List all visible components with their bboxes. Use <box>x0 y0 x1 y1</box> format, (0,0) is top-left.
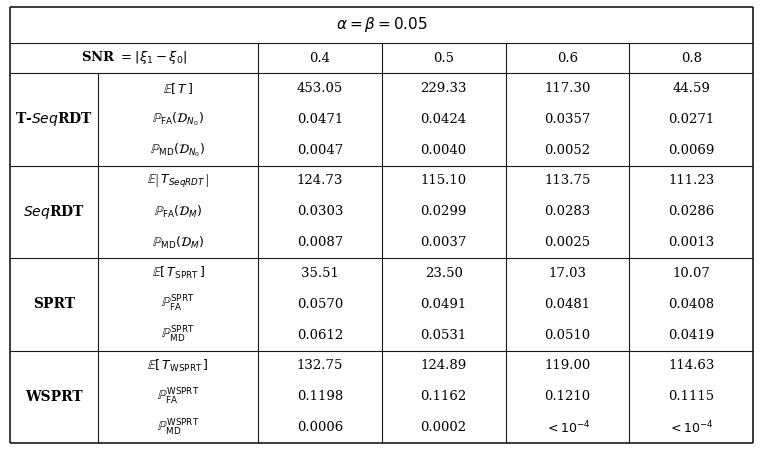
Text: $\mathbb{P}_{\mathrm{FA}}^{\mathrm{WSPRT}}$: $\mathbb{P}_{\mathrm{FA}}^{\mathrm{WSPRT… <box>157 387 199 407</box>
Text: 0.6: 0.6 <box>557 51 578 64</box>
Text: 0.0471: 0.0471 <box>297 113 343 126</box>
Text: 0.0047: 0.0047 <box>297 144 343 157</box>
Text: $< 10^{-4}$: $< 10^{-4}$ <box>668 419 714 436</box>
Text: $\mathbb{P}_{\mathrm{FA}}(\mathcal{D}_{N_0})$: $\mathbb{P}_{\mathrm{FA}}(\mathcal{D}_{N… <box>152 110 204 128</box>
Text: $< 10^{-4}$: $< 10^{-4}$ <box>545 419 591 436</box>
Text: $\mathbb{E}\left[\,T\,\right]$: $\mathbb{E}\left[\,T\,\right]$ <box>163 81 193 96</box>
Text: SNR $= |\xi_1 - \xi_0|$: SNR $= |\xi_1 - \xi_0|$ <box>81 50 187 67</box>
Text: WSPRT: WSPRT <box>25 390 83 404</box>
Text: 124.73: 124.73 <box>297 175 343 187</box>
Text: 0.0299: 0.0299 <box>420 205 467 218</box>
Text: $\mathbb{P}_{\mathrm{MD}}^{\mathrm{WSPRT}}$: $\mathbb{P}_{\mathrm{MD}}^{\mathrm{WSPRT… <box>157 418 199 438</box>
Text: 0.0424: 0.0424 <box>420 113 467 126</box>
Text: 111.23: 111.23 <box>668 175 714 187</box>
Text: 115.10: 115.10 <box>420 175 467 187</box>
Text: 44.59: 44.59 <box>672 82 710 95</box>
Text: 0.0087: 0.0087 <box>297 236 343 249</box>
Text: 0.0408: 0.0408 <box>668 298 714 311</box>
Text: 0.0013: 0.0013 <box>668 236 714 249</box>
Text: $\alpha = \beta = 0.05$: $\alpha = \beta = 0.05$ <box>336 15 427 35</box>
Text: 0.0002: 0.0002 <box>420 421 467 434</box>
Text: 17.03: 17.03 <box>549 267 587 280</box>
Text: 0.0052: 0.0052 <box>544 144 591 157</box>
Text: $\mathbb{P}_{\mathrm{MD}}^{\mathrm{SPRT}}$: $\mathbb{P}_{\mathrm{MD}}^{\mathrm{SPRT}… <box>161 325 195 345</box>
Text: 0.0271: 0.0271 <box>668 113 714 126</box>
Text: 453.05: 453.05 <box>297 82 343 95</box>
Text: 0.0303: 0.0303 <box>297 205 343 218</box>
Text: 117.30: 117.30 <box>544 82 591 95</box>
Text: 0.0006: 0.0006 <box>297 421 343 434</box>
Text: $\mathit{Seq}$RDT: $\mathit{Seq}$RDT <box>23 203 85 221</box>
Text: 0.0510: 0.0510 <box>544 328 591 342</box>
Text: 0.0069: 0.0069 <box>668 144 714 157</box>
Text: 229.33: 229.33 <box>420 82 467 95</box>
Text: $\mathbb{E}\left[\,T_{\mathrm{WSPRT}}\,\right]$: $\mathbb{E}\left[\,T_{\mathrm{WSPRT}}\,\… <box>147 358 209 374</box>
Text: 0.8: 0.8 <box>681 51 702 64</box>
Text: 0.4: 0.4 <box>309 51 330 64</box>
Text: 0.0037: 0.0037 <box>420 236 467 249</box>
Text: 23.50: 23.50 <box>425 267 462 280</box>
Text: 10.07: 10.07 <box>672 267 710 280</box>
Text: 0.0283: 0.0283 <box>544 205 591 218</box>
Text: 0.0570: 0.0570 <box>297 298 343 311</box>
Text: 0.1198: 0.1198 <box>297 390 343 403</box>
Text: 114.63: 114.63 <box>668 360 714 373</box>
Text: $\mathbb{P}_{\mathrm{FA}}^{\mathrm{SPRT}}$: $\mathbb{P}_{\mathrm{FA}}^{\mathrm{SPRT}… <box>161 294 195 314</box>
Text: 0.1210: 0.1210 <box>544 390 591 403</box>
Text: $\mathbb{P}_{\mathrm{MD}}(\mathcal{D}_M)$: $\mathbb{P}_{\mathrm{MD}}(\mathcal{D}_M)… <box>152 234 204 251</box>
Text: 0.0481: 0.0481 <box>544 298 591 311</box>
Text: $\mathbb{E}\left[\,T_{SeqRDT}\,\right]$: $\mathbb{E}\left[\,T_{SeqRDT}\,\right]$ <box>146 172 209 189</box>
Text: 0.0531: 0.0531 <box>420 328 467 342</box>
Text: 0.1162: 0.1162 <box>420 390 467 403</box>
Text: 0.0286: 0.0286 <box>668 205 714 218</box>
Text: 0.0419: 0.0419 <box>668 328 714 342</box>
Text: 0.0040: 0.0040 <box>420 144 467 157</box>
Text: 0.0491: 0.0491 <box>420 298 467 311</box>
Text: 0.0025: 0.0025 <box>544 236 591 249</box>
Text: 0.5: 0.5 <box>433 51 454 64</box>
Text: 113.75: 113.75 <box>544 175 591 187</box>
Text: $\mathbb{P}_{\mathrm{MD}}(\mathcal{D}_{N_0})$: $\mathbb{P}_{\mathrm{MD}}(\mathcal{D}_{N… <box>150 141 205 159</box>
Text: 0.0357: 0.0357 <box>544 113 591 126</box>
Text: 132.75: 132.75 <box>297 360 343 373</box>
Text: $\mathbb{P}_{\mathrm{FA}}(\mathcal{D}_M)$: $\mathbb{P}_{\mathrm{FA}}(\mathcal{D}_M)… <box>153 204 202 220</box>
Text: T-$\mathit{Seq}$RDT: T-$\mathit{Seq}$RDT <box>15 110 93 128</box>
Text: SPRT: SPRT <box>33 297 75 311</box>
Text: 35.51: 35.51 <box>301 267 339 280</box>
Text: 119.00: 119.00 <box>544 360 591 373</box>
Text: 124.89: 124.89 <box>420 360 467 373</box>
Text: 0.0612: 0.0612 <box>297 328 343 342</box>
Text: $\mathbb{E}\left[\,T_{\mathrm{SPRT}}\,\right]$: $\mathbb{E}\left[\,T_{\mathrm{SPRT}}\,\r… <box>152 266 204 281</box>
Text: 0.1115: 0.1115 <box>668 390 714 403</box>
